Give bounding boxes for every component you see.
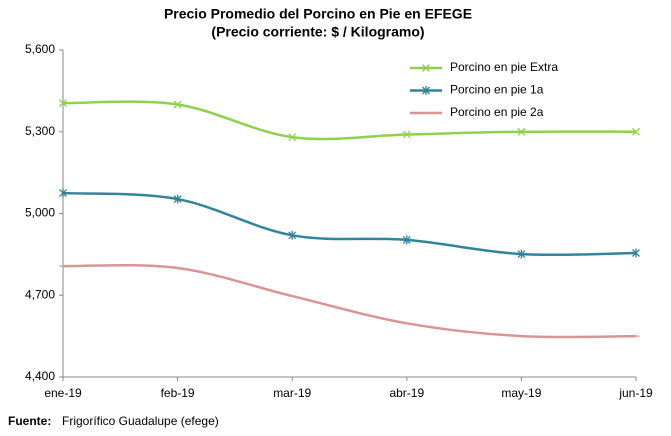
x-tick-label: jun-19 [618, 386, 653, 400]
x-tick-label: mar-19 [273, 386, 311, 400]
x-tick-label: feb-19 [161, 386, 195, 400]
legend-marker [422, 86, 430, 95]
legend-label: Porcino en pie 2a [450, 105, 544, 119]
point-marker [173, 194, 182, 204]
point-marker [632, 248, 640, 258]
x-tick-label: ene-19 [44, 386, 82, 400]
point-marker [517, 127, 526, 136]
source: Frigorífico Guadalupe (efege) [62, 414, 219, 428]
legend-label: Porcino en pie Extra [450, 60, 558, 74]
y-tick-label: 4,700 [25, 287, 55, 301]
legend-marker [422, 64, 430, 72]
point-marker [517, 249, 526, 259]
series-line [62, 264, 637, 339]
y-tick-label: 5,600 [25, 42, 55, 56]
chart-subtitle: (Precio corriente: $ / Kilogramo) [211, 24, 424, 40]
series-line [62, 100, 637, 141]
x-tick-label: may-19 [501, 386, 541, 400]
series-line [62, 191, 637, 257]
point-marker [288, 230, 297, 240]
legend-label: Porcino en pie 1a [450, 83, 544, 97]
point-marker [632, 127, 640, 136]
point-marker [59, 99, 67, 108]
point-marker [288, 133, 297, 142]
point-marker [59, 188, 67, 198]
chart-title: Precio Promedio del Porcino en Pie en EF… [164, 6, 472, 22]
y-tick-label: 5,000 [25, 206, 55, 220]
point-marker [173, 100, 182, 109]
point-marker [402, 130, 411, 139]
point-marker [402, 235, 411, 245]
x-tick-label: abr-19 [389, 386, 424, 400]
y-tick-label: 5,300 [25, 124, 55, 138]
y-tick-label: 4,400 [25, 369, 55, 383]
source-label: Fuente: [8, 414, 51, 428]
